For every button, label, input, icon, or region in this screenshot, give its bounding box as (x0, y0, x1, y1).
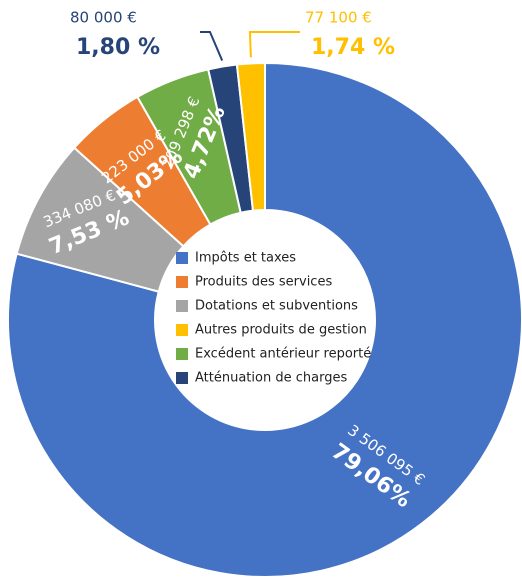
legend-label: Excédent antérieur reporté (195, 347, 371, 362)
amount-label: 80 000 € (70, 9, 137, 27)
legend-label: Impôts et taxes (195, 251, 296, 266)
percent-label: 1,80 % (76, 35, 160, 60)
donut-slice (235, 61, 266, 212)
legend-swatch (176, 348, 188, 360)
legend-swatch (176, 372, 188, 384)
legend-swatch (176, 252, 188, 264)
legend-label: Produits des services (195, 275, 332, 290)
amount-label: 77 100 € (305, 9, 372, 27)
percent-label: 1,74 % (311, 35, 395, 60)
legend-swatch (176, 276, 188, 288)
legend-label: Atténuation de charges (195, 371, 347, 386)
legend-swatch (176, 324, 188, 336)
legend-label: Dotations et subventions (195, 299, 358, 314)
leader-line (200, 31, 224, 61)
legend-swatch (176, 300, 188, 312)
legend-label: Autres produits de gestion (195, 323, 367, 338)
leader-line (248, 31, 300, 58)
donut-slice (7, 61, 522, 578)
